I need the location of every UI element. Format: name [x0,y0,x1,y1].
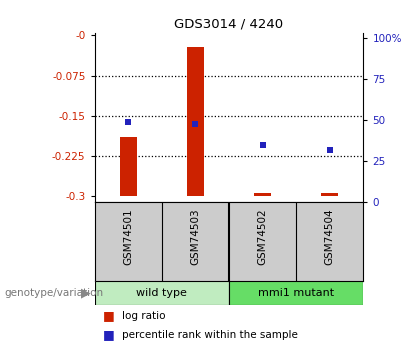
Bar [187,47,204,196]
Text: ■: ■ [103,328,115,341]
Bar [321,193,338,196]
Text: ■: ■ [103,309,115,322]
Text: GSM74501: GSM74501 [123,208,133,265]
Bar [120,137,136,196]
Bar [94,281,229,305]
Bar [229,281,363,305]
Text: GSM74502: GSM74502 [257,208,268,265]
Text: log ratio: log ratio [122,311,165,321]
Text: ▶: ▶ [81,287,90,300]
Title: GDS3014 / 4240: GDS3014 / 4240 [174,17,284,30]
Text: percentile rank within the sample: percentile rank within the sample [122,330,298,339]
Text: GSM74503: GSM74503 [190,208,200,265]
Text: genotype/variation: genotype/variation [4,288,103,298]
Text: wild type: wild type [136,288,187,298]
Text: mmi1 mutant: mmi1 mutant [258,288,334,298]
Bar [254,193,271,196]
Text: GSM74504: GSM74504 [325,208,335,265]
